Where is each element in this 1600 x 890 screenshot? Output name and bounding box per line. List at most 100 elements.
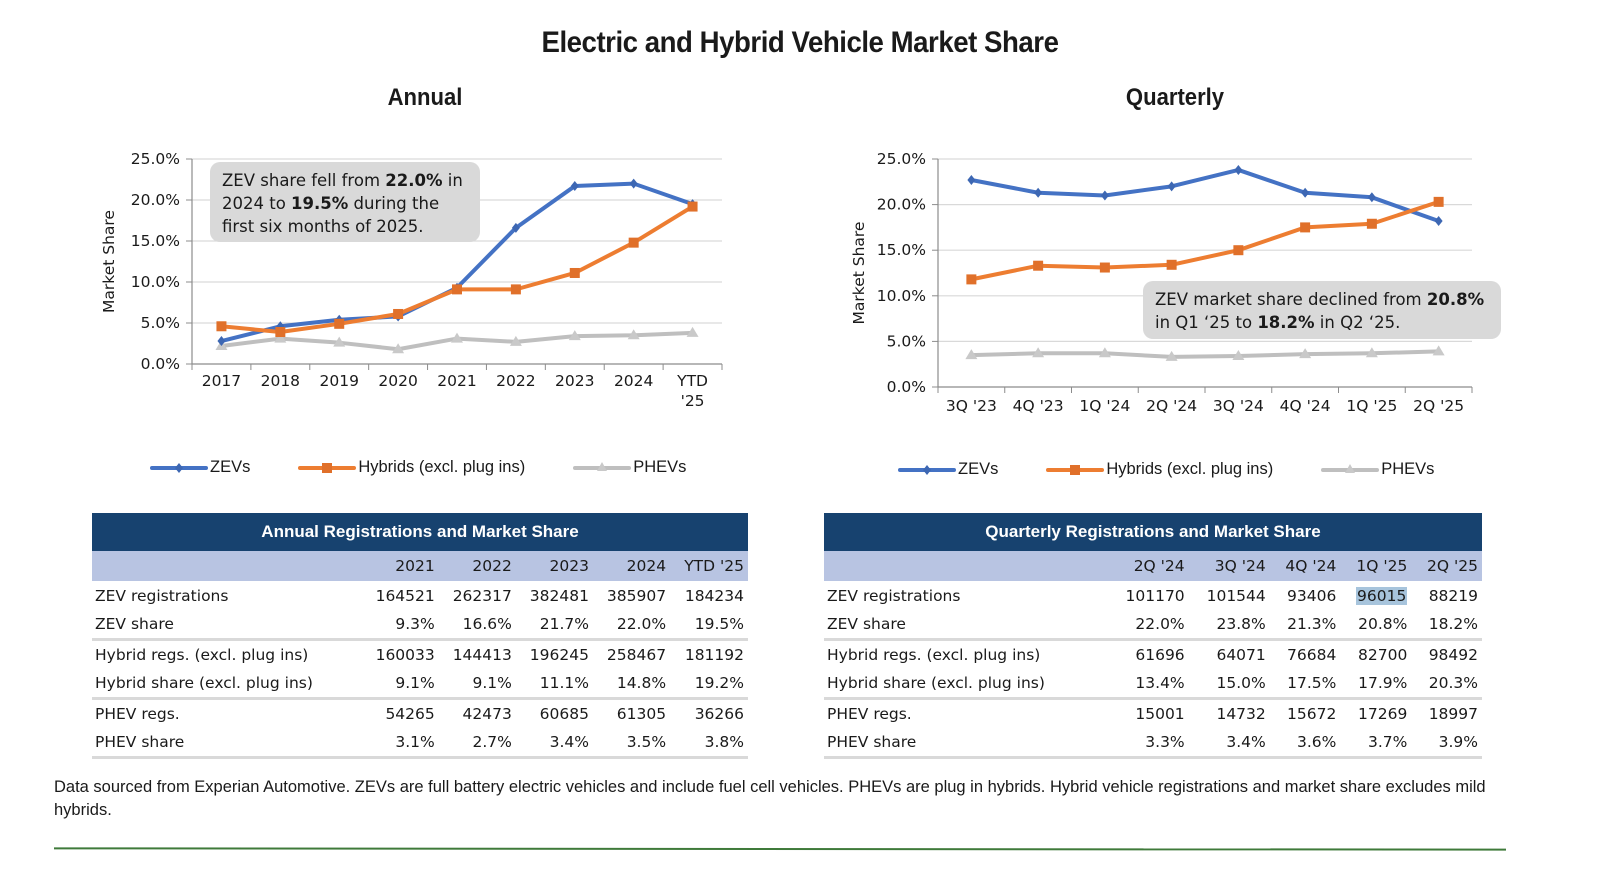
quarterly-chart-title: Quarterly [1125,84,1225,111]
callout-value: 19.5% [291,194,349,213]
series-line-phev [971,349,1439,359]
data-point-hybrid [275,327,286,338]
data-point-phev [568,330,581,341]
y-tick-label: 25.0% [131,150,180,168]
quarterly-registrations-table: Quarterly Registrations and Market Share… [824,513,1482,759]
table-cell: 15672 [1287,705,1337,723]
data-point-phev [333,336,346,347]
table-cell: 3.7% [1340,727,1412,759]
row-label: Hybrid share (excl. plug ins) [92,669,362,701]
data-point-zev [1367,192,1376,203]
x-tick-label: 2017 [202,372,241,390]
table-cell: 42473 [462,705,512,723]
page-title: Electric and Hybrid Vehicle Market Share [541,26,1059,59]
table-header-blank [92,551,362,581]
x-tick-label: 2Q '24 [1146,397,1197,415]
annual-legend: ZEVs Hybrids (excl. plug ins) PHEVs [150,458,734,477]
diamond-line-icon [150,462,208,473]
table-title: Quarterly Registrations and Market Share [824,513,1482,551]
table-cell: 61696 [1135,646,1185,665]
table-cell: 9.1% [438,669,516,701]
data-point-hybrid [1433,196,1444,207]
data-point-phev [1299,348,1312,359]
legend-item-zev: ZEVs [898,460,998,479]
data-point-hybrid [1099,262,1110,273]
table-row: Hybrid regs. (excl. plug ins) 160033 14441… [92,640,748,669]
table-cell: 22.0% [1107,610,1189,642]
data-point-hybrid [510,284,521,295]
diamond-line-icon [898,464,956,475]
row-label: PHEV regs. [95,705,180,723]
row-label: ZEV registrations [95,586,229,605]
table-row: PHEV regs. 54265 42473 60685 61305 36266 [92,699,748,728]
y-tick-label: 15.0% [131,232,180,250]
data-point-zev [511,222,520,233]
x-tick-label-line: 2Q '25 [1413,397,1464,415]
legend-label: PHEVs [1381,460,1435,478]
column-header: 4Q '24 [1269,551,1341,581]
data-point-zev [217,336,226,347]
table-header-row: 2Q '24 3Q '24 4Q '24 1Q '25 2Q '25 [824,551,1482,581]
x-tick-label-line: 2022 [496,372,535,390]
x-tick-label: 1Q '25 [1346,397,1397,415]
table-cell: 9.1% [361,669,439,701]
data-point-zev [629,178,638,189]
table-cell: 93406 [1287,586,1337,605]
table-cell: 382481 [529,586,589,605]
legend-label: ZEVs [958,460,999,478]
table-cell: 184234 [684,586,744,605]
table-row: Hybrid share (excl. plug ins) 13.4% 15.0% 1… [824,669,1482,701]
table-cell-selected[interactable]: 96015 [1340,581,1411,610]
table-cell: 23.8% [1188,610,1270,642]
x-tick-label-line: 1Q '25 [1346,397,1397,415]
x-tick-label: 2019 [319,372,358,390]
x-tick-label: 4Q '23 [1013,397,1064,415]
table-cell: 101170 [1125,586,1185,605]
row-label: ZEV registrations [827,586,961,605]
table-cell: 14.8% [592,669,671,701]
row-label: PHEV share [92,727,362,759]
table-cell: 20.8% [1340,610,1412,642]
row-label: Hybrid share (excl. plug ins) [824,669,1108,701]
y-tick-label: 25.0% [877,150,926,168]
x-tick-label-line: 2Q '24 [1146,397,1197,415]
x-tick-label-line: '25 [681,392,705,410]
legend-item-phev: PHEVs [573,458,686,477]
table-cell: 21.3% [1269,610,1341,642]
y-tick-label: 5.0% [141,314,180,332]
table-cell: 19.5% [670,610,748,642]
row-label: Hybrid regs. (excl. plug ins) [827,646,1041,665]
table-row: ZEV registrations 101170 101544 93406 96015 8… [824,581,1482,610]
data-point-hybrid [966,274,977,285]
data-point-hybrid [1166,259,1177,270]
annual-chart-title: Annual [387,84,463,111]
callout-value: 18.2% [1257,313,1315,332]
table-cell: 3.4% [515,727,593,759]
table-cell: 181192 [684,646,744,665]
table-cell: 144413 [452,646,512,665]
row-label: ZEV share [824,610,1108,642]
data-point-phev [686,326,699,337]
legend-label: PHEVs [633,458,687,476]
data-point-zev [967,174,976,185]
table-cell: 11.1% [515,669,593,701]
callout-text: ZEV market share declined from [1155,290,1427,309]
table-cell: 88219 [1428,586,1478,605]
table-cell: 160033 [375,646,435,665]
series-line-hybrid [970,199,1440,282]
data-point-hybrid [393,308,404,319]
column-header: 2022 [438,551,516,581]
legend-item-hybrid: Hybrids (excl. plug ins) [1046,460,1273,479]
row-label: ZEV share [92,610,362,642]
x-tick-label: YTD '25 [676,372,708,410]
data-point-phev [392,343,405,354]
column-header: 2023 [515,551,593,581]
callout-value: 22.0% [385,171,443,190]
table-cell: 13.4% [1107,669,1189,701]
column-header: YTD '25 [670,551,748,581]
table-row: ZEV share 9.3% 16.6% 21.7% 22.0% 19.5% [92,610,748,642]
legend-label: Hybrids (excl. plug ins) [1106,460,1274,478]
callout-text: in 2024 to [222,171,463,213]
data-point-phev [1098,347,1111,358]
table-cell: 64071 [1216,646,1266,665]
